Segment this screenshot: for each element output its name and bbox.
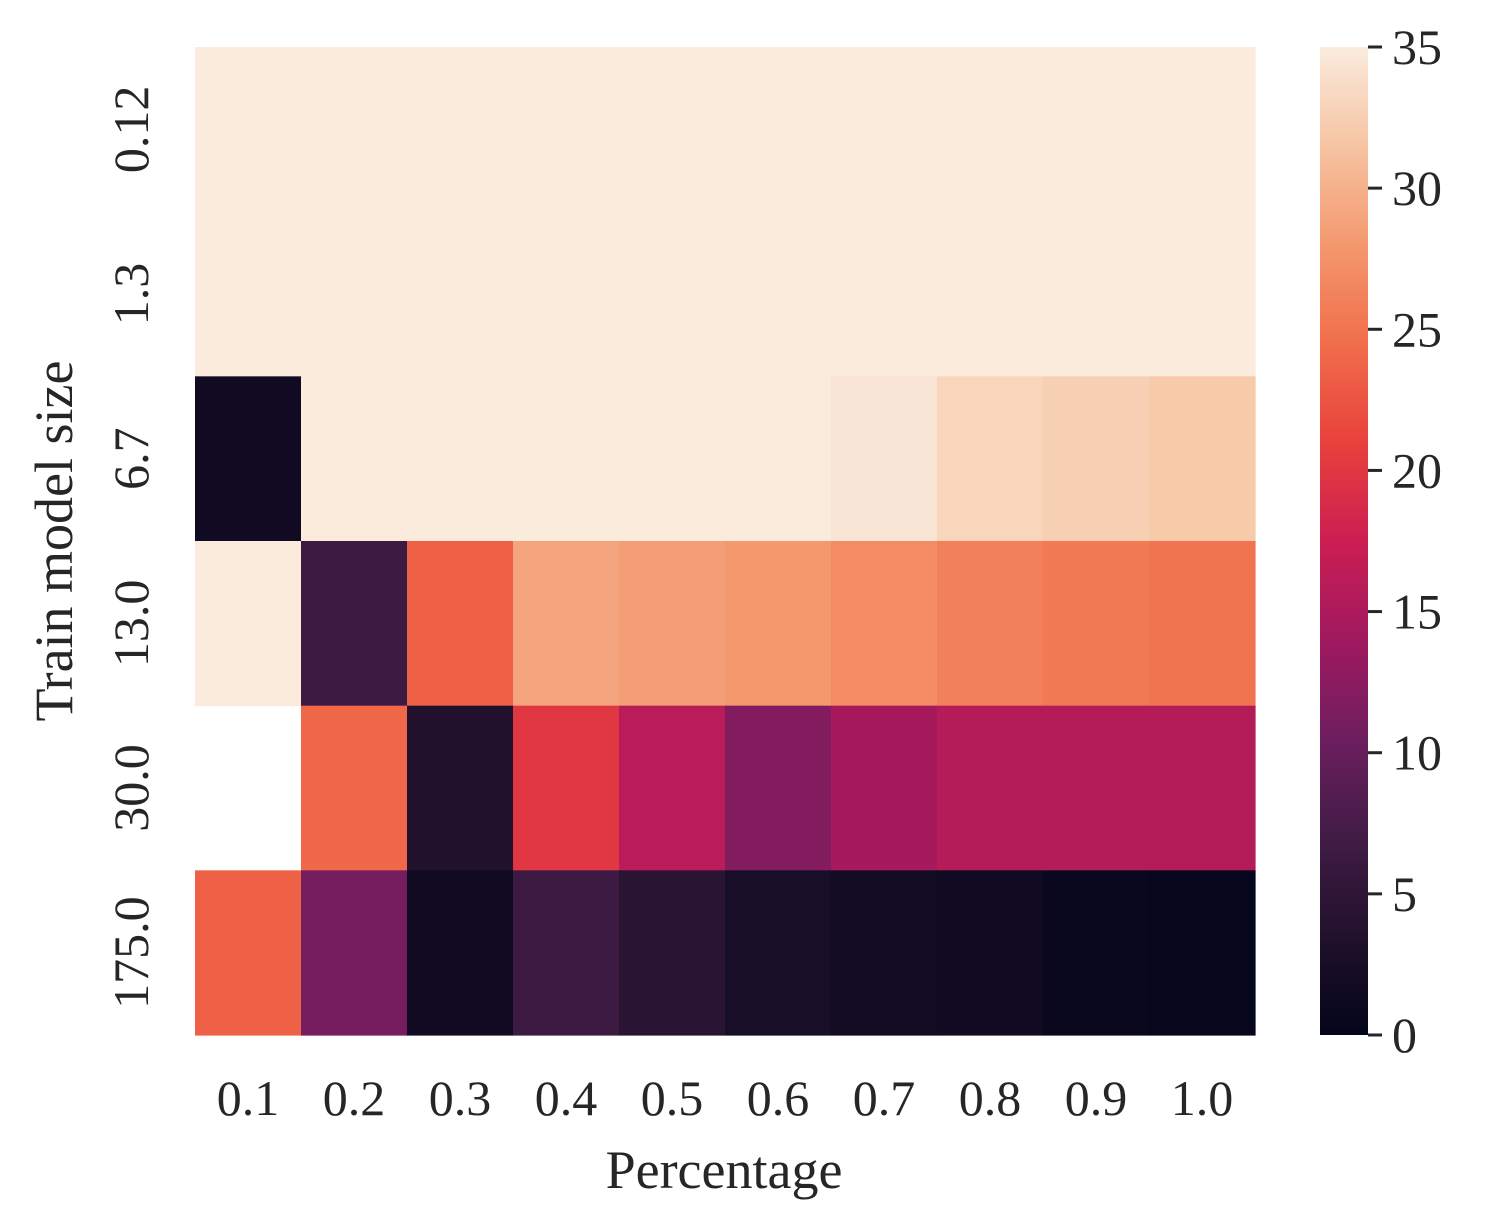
x-axis-label: Percentage	[606, 1140, 843, 1200]
y-tick-label: 13.0	[103, 580, 159, 668]
heatmap-cell-3-3	[513, 541, 620, 707]
heatmap-cells	[195, 47, 1256, 1036]
x-tick-label: 1.0	[1171, 1070, 1234, 1126]
heatmap-cell-2-4	[619, 376, 726, 542]
heatmap-cell-4-8	[1043, 705, 1150, 871]
colorbar	[1320, 47, 1368, 1035]
heatmap-cell-3-1	[301, 541, 408, 707]
x-tick-label: 0.2	[323, 1070, 386, 1126]
heatmap-cell-4-6	[831, 705, 938, 871]
heatmap-cell-4-5	[725, 705, 832, 871]
heatmap-cell-5-5	[725, 870, 832, 1036]
x-tick-label: 0.7	[853, 1070, 916, 1126]
x-tick-label: 0.9	[1065, 1070, 1128, 1126]
x-tick-label: 0.4	[535, 1070, 598, 1126]
heatmap-cell-1-7	[937, 211, 1044, 377]
colorbar-tick-label: 35	[1392, 19, 1442, 75]
colorbar-tick-label: 15	[1392, 584, 1442, 640]
heatmap-cell-3-2	[407, 541, 514, 707]
heatmap-cell-1-2	[407, 211, 514, 377]
heatmap-cell-3-0	[195, 541, 302, 707]
heatmap-cell-3-4	[619, 541, 726, 707]
heatmap-cell-4-3	[513, 705, 620, 871]
heatmap-cell-5-4	[619, 870, 726, 1036]
heatmap-cell-3-5	[725, 541, 832, 707]
colorbar-tick-label: 5	[1392, 866, 1417, 922]
heatmap-cell-4-2	[407, 705, 514, 871]
heatmap-cell-0-3	[513, 47, 620, 213]
heatmap-cell-0-4	[619, 47, 726, 213]
heatmap-cell-3-7	[937, 541, 1044, 707]
heatmap-cell-5-7	[937, 870, 1044, 1036]
heatmap-cell-3-8	[1043, 541, 1150, 707]
heatmap-cell-3-6	[831, 541, 938, 707]
heatmap-cell-5-3	[513, 870, 620, 1036]
heatmap-cell-0-1	[301, 47, 408, 213]
y-tick-label: 30.0	[103, 744, 159, 832]
colorbar-tick-label: 10	[1392, 725, 1442, 781]
heatmap-cell-0-6	[831, 47, 938, 213]
heatmap-cell-1-4	[619, 211, 726, 377]
heatmap-cell-2-3	[513, 376, 620, 542]
y-tick-label: 0.12	[103, 86, 159, 174]
heatmap-cell-2-1	[301, 376, 408, 542]
heatmap-cell-4-7	[937, 705, 1044, 871]
colorbar-ticks: 0 5 10 15 20 25 30 35	[1368, 19, 1442, 1063]
heatmap-cell-5-2	[407, 870, 514, 1036]
heatmap-cell-2-7	[937, 376, 1044, 542]
colorbar-tick-label: 20	[1392, 442, 1442, 498]
heatmap-cell-5-9	[1149, 870, 1256, 1036]
colorbar-tick-label: 0	[1392, 1007, 1417, 1063]
heatmap-cell-0-5	[725, 47, 832, 213]
heatmap-cell-1-0	[195, 211, 302, 377]
heatmap-cell-4-9	[1149, 705, 1256, 871]
x-tick-label: 0.1	[217, 1070, 280, 1126]
heatmap-cell-0-2	[407, 47, 514, 213]
y-axis-ticks: 0.12 1.3 6.7 13.0 30.0 175.0	[103, 86, 159, 1009]
x-tick-label: 0.8	[959, 1070, 1022, 1126]
heatmap-cell-0-8	[1043, 47, 1150, 213]
y-tick-label: 175.0	[103, 896, 159, 1009]
y-axis-label: Train model size	[24, 361, 84, 722]
heatmap-cell-5-0	[195, 870, 302, 1036]
heatmap-cell-2-0	[195, 376, 302, 542]
heatmap-cell-2-8	[1043, 376, 1150, 542]
heatmap-cell-5-6	[831, 870, 938, 1036]
x-axis-ticks: 0.1 0.2 0.3 0.4 0.5 0.6 0.7 0.8 0.9 1.0	[217, 1070, 1234, 1126]
y-tick-label: 6.7	[103, 427, 159, 490]
heatmap-cell-1-8	[1043, 211, 1150, 377]
heatmap-cell-2-9	[1149, 376, 1256, 542]
heatmap-cell-1-5	[725, 211, 832, 377]
heatmap-cell-5-8	[1043, 870, 1150, 1036]
colorbar-tick-label: 25	[1392, 301, 1442, 357]
heatmap-cell-1-3	[513, 211, 620, 377]
heatmap-cell-0-7	[937, 47, 1044, 213]
heatmap-cell-4-4	[619, 705, 726, 871]
heatmap-cell-2-5	[725, 376, 832, 542]
heatmap-cell-1-9	[1149, 211, 1256, 377]
y-tick-label: 1.3	[103, 263, 159, 326]
heatmap-cell-2-2	[407, 376, 514, 542]
x-tick-label: 0.5	[641, 1070, 704, 1126]
heatmap-cell-1-6	[831, 211, 938, 377]
heatmap-cell-5-1	[301, 870, 408, 1036]
heatmap-cell-2-6	[831, 376, 938, 542]
heatmap-cell-0-9	[1149, 47, 1256, 213]
colorbar-tick-label: 30	[1392, 160, 1442, 216]
heatmap-cell-0-0	[195, 47, 302, 213]
heatmap-cell-3-9	[1149, 541, 1256, 707]
x-tick-label: 0.6	[747, 1070, 810, 1126]
heatmap-cell-4-1	[301, 705, 408, 871]
x-tick-label: 0.3	[429, 1070, 492, 1126]
heatmap-cell-1-1	[301, 211, 408, 377]
